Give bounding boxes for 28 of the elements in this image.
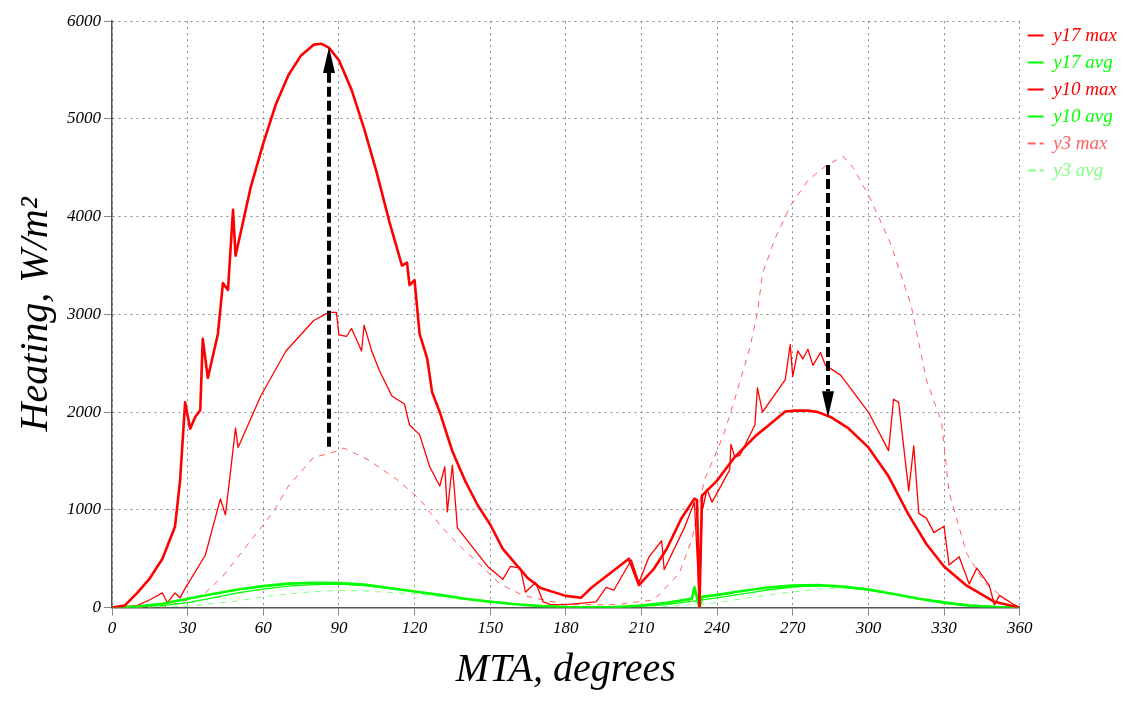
y-tick-label: 6000 [67,10,102,30]
x-tick-label: 360 [1005,618,1033,638]
x-tick-label: 240 [704,618,731,638]
x-tick-label: 0 [107,618,117,638]
x-tick-label: 270 [780,618,806,638]
legend-label: y10 max [1051,77,1118,99]
y-axis-title: Heating, W/m² [10,196,56,433]
x-tick-label: 60 [254,618,273,638]
y-tick-label: 2000 [67,401,102,421]
y-tick-label: 1000 [67,499,102,519]
legend-label: y10 avg [1051,104,1113,126]
x-tick-label: 150 [477,618,504,638]
legend-label: y17 avg [1051,50,1113,72]
x-axis-title: MTA, degrees [454,644,676,690]
y-tick-label: 0 [92,597,102,617]
legend-label: y3 max [1051,131,1109,153]
legend-label: y17 max [1051,23,1118,45]
x-tick-label: 30 [178,618,197,638]
x-tick-label: 330 [930,618,958,638]
x-tick-label: 210 [628,618,655,638]
x-tick-label: 120 [401,618,428,638]
legend-label: y3 avg [1051,158,1104,180]
x-tick-label: 300 [854,618,882,638]
y-tick-label: 3000 [66,303,102,323]
y-tick-label: 4000 [67,206,102,226]
x-tick-label: 180 [553,618,580,638]
x-tick-label: 90 [330,618,348,638]
y-tick-label: 5000 [67,108,102,128]
